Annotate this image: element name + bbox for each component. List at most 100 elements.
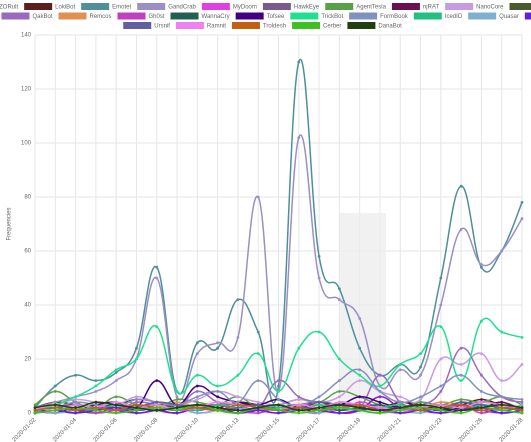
point: [236, 373, 240, 377]
point: [135, 406, 138, 409]
point: [155, 406, 159, 409]
point: [459, 398, 463, 401]
point: [175, 411, 179, 415]
legend-label: Quasar: [499, 14, 519, 20]
point: [378, 403, 382, 407]
point: [317, 411, 321, 415]
point: [480, 411, 483, 415]
point: [337, 379, 341, 382]
point: [358, 403, 362, 407]
point: [419, 373, 422, 377]
point: [297, 400, 301, 404]
point: [398, 408, 402, 412]
x-tick-label: 2020-01-04: [52, 417, 78, 442]
point: [500, 379, 504, 382]
point: [520, 400, 524, 404]
point: [195, 411, 199, 415]
legend-swatch: [58, 12, 87, 20]
point: [256, 406, 260, 409]
legend-row: ArkeiQakBotRemcosGh0stWannaCryTofseeTric…: [1, 12, 531, 20]
legend-swatch: [391, 3, 420, 10]
point: [398, 363, 402, 366]
point: [195, 408, 199, 412]
point: [337, 287, 341, 291]
point: [277, 390, 280, 393]
legend-label: TrickBot: [321, 14, 343, 20]
point: [459, 363, 463, 366]
point: [114, 371, 118, 374]
legend-swatch: [509, 3, 531, 10]
legend-swatch: [325, 3, 354, 10]
point: [480, 408, 483, 412]
x-tick-label: 2020-01-21: [377, 417, 403, 442]
point: [94, 390, 98, 393]
point: [358, 317, 362, 320]
point: [358, 395, 362, 399]
point: [175, 395, 179, 399]
point: [155, 379, 159, 382]
point: [419, 395, 422, 399]
legend-swatch: [117, 12, 146, 20]
point: [459, 379, 463, 382]
point: [439, 276, 443, 280]
point: [114, 368, 118, 372]
point: [480, 265, 483, 269]
legend-swatch: [123, 22, 152, 29]
point: [155, 265, 159, 269]
point: [398, 406, 402, 409]
point: [419, 400, 422, 404]
point: [297, 411, 301, 415]
point: [53, 411, 57, 415]
y-tick-label: 120: [21, 87, 32, 93]
point: [195, 373, 199, 377]
point: [256, 408, 260, 412]
x-tick-label: 2020-01-23: [417, 417, 443, 442]
point: [500, 395, 504, 399]
y-tick-label: 20: [24, 357, 31, 363]
point: [520, 217, 524, 221]
legend-label: GandCrab: [168, 5, 196, 11]
point: [480, 390, 483, 393]
legend-swatch: [468, 12, 497, 20]
series-line: [34, 58, 523, 409]
point: [236, 403, 240, 407]
legend-swatch: [137, 3, 166, 10]
point: [135, 400, 138, 404]
point: [358, 408, 362, 412]
point: [195, 384, 199, 388]
point: [378, 411, 382, 415]
legend-label: Emotet: [112, 5, 131, 11]
point: [135, 395, 138, 399]
x-tick-label: 2020-01-19: [336, 417, 362, 442]
point: [236, 411, 240, 415]
point: [378, 408, 382, 412]
point: [398, 400, 402, 404]
point: [419, 365, 422, 369]
point: [256, 379, 260, 382]
legend-label: FormBook: [380, 14, 409, 20]
point: [459, 373, 463, 377]
legend-label: Ursnif: [154, 24, 170, 30]
point: [337, 357, 341, 361]
legend-swatch: [445, 3, 474, 10]
x-tick-label: 2020-01-15: [255, 417, 281, 442]
point: [337, 298, 341, 301]
point: [378, 373, 382, 377]
point: [398, 395, 402, 399]
point: [459, 346, 463, 350]
legend-label: njRAT: [423, 5, 440, 11]
point: [256, 330, 260, 334]
point: [114, 379, 118, 382]
point: [74, 406, 77, 409]
point: [135, 411, 138, 415]
legend-swatch: [170, 12, 199, 20]
point: [135, 346, 138, 350]
point: [480, 400, 483, 404]
point: [358, 368, 362, 372]
point: [480, 406, 483, 409]
point: [114, 403, 118, 407]
point: [378, 406, 382, 409]
point: [500, 403, 504, 407]
point: [53, 390, 57, 393]
